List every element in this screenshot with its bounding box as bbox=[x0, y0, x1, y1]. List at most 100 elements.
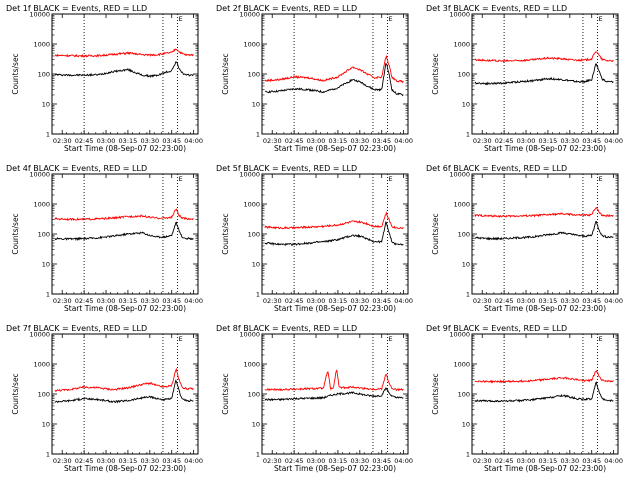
series-line-lld bbox=[474, 369, 614, 384]
x-tick-label: 03:30 bbox=[560, 297, 579, 305]
x-tick-label: 03:45 bbox=[162, 297, 181, 305]
y-tick-label: 1 bbox=[466, 131, 470, 139]
y-axis-label: Counts/sec bbox=[221, 373, 230, 414]
series-line-lld bbox=[54, 208, 194, 222]
marker-letter: E bbox=[389, 335, 393, 343]
x-tick-label: 03:15 bbox=[119, 137, 138, 145]
y-tick-label: 1000 bbox=[243, 201, 260, 209]
y-tick-label: 10000 bbox=[239, 331, 260, 339]
x-tick-label: 03:15 bbox=[329, 297, 348, 305]
x-tick-label: 02:30 bbox=[473, 137, 492, 145]
x-tick-label: 03:15 bbox=[539, 457, 558, 465]
x-tick-label: 02:45 bbox=[495, 297, 514, 305]
y-tick-label: 100 bbox=[248, 391, 260, 399]
y-tick-label: 10000 bbox=[239, 11, 260, 19]
series-line-lld bbox=[474, 206, 614, 218]
series-line-lld bbox=[54, 367, 194, 392]
x-tick-label: 02:30 bbox=[263, 137, 282, 145]
detector-panel: Det 6f BLACK = Events, RED = LLD 1 10 100 10… bbox=[426, 164, 623, 313]
x-tick-label: 02:45 bbox=[495, 457, 514, 465]
y-tick-label: 1000 bbox=[243, 361, 260, 369]
panel-title: Det 9f BLACK = Events, RED = LLD bbox=[426, 324, 567, 333]
panel-title: Det 2f BLACK = Events, RED = LLD bbox=[216, 4, 357, 13]
y-tick-label: 10 bbox=[252, 101, 260, 109]
detector-panel: Det 1f BLACK = Events, RED = LLD 1 10 100 10… bbox=[6, 4, 203, 153]
x-tick-label: 03:45 bbox=[162, 137, 181, 145]
y-tick-label: 100 bbox=[248, 71, 260, 79]
x-tick-label: 03:45 bbox=[582, 137, 601, 145]
x-tick-label: 03:30 bbox=[140, 137, 159, 145]
detector-panel: Det 7f BLACK = Events, RED = LLD 1 10 100 10… bbox=[6, 324, 203, 473]
series-line-lld bbox=[54, 48, 194, 58]
detector-panel: Det 3f BLACK = Events, RED = LLD 1 10 100 10… bbox=[426, 4, 623, 153]
panel-title: Det 6f BLACK = Events, RED = LLD bbox=[426, 164, 567, 173]
x-tick-label: 03:45 bbox=[372, 457, 391, 465]
x-tick-label: 04:00 bbox=[394, 457, 413, 465]
x-tick-label: 04:00 bbox=[394, 297, 413, 305]
x-tick-label: 03:15 bbox=[329, 457, 348, 465]
y-axis-label: Counts/sec bbox=[11, 373, 20, 414]
y-tick-label: 1 bbox=[256, 451, 260, 459]
x-tick-label: 03:15 bbox=[329, 137, 348, 145]
panel-title: Det 4f BLACK = Events, RED = LLD bbox=[6, 164, 147, 173]
y-tick-label: 1000 bbox=[453, 41, 470, 49]
x-tick-label: 03:00 bbox=[307, 297, 326, 305]
series-line-lld bbox=[474, 51, 614, 63]
x-axis-label: Start Time (08-Sep-07 02:23:00) bbox=[274, 464, 396, 473]
y-axis-label: Counts/sec bbox=[431, 213, 440, 254]
y-tick-label: 10000 bbox=[29, 331, 50, 339]
x-tick-label: 03:30 bbox=[140, 297, 159, 305]
x-tick-label: 03:45 bbox=[582, 297, 601, 305]
y-tick-label: 10 bbox=[462, 101, 470, 109]
x-tick-label: 04:00 bbox=[184, 137, 203, 145]
x-tick-label: 03:00 bbox=[307, 137, 326, 145]
y-tick-label: 1 bbox=[466, 291, 470, 299]
marker-letter: E bbox=[389, 15, 393, 23]
panel-title: Det 7f BLACK = Events, RED = LLD bbox=[6, 324, 147, 333]
x-tick-label: 04:00 bbox=[604, 457, 623, 465]
series-line-events bbox=[264, 387, 404, 402]
x-tick-label: 04:00 bbox=[184, 457, 203, 465]
x-tick-label: 02:30 bbox=[53, 297, 72, 305]
x-axis-label: Start Time (08-Sep-07 02:23:00) bbox=[64, 304, 186, 313]
detector-panel: Det 4f BLACK = Events, RED = LLD 1 10 100 10… bbox=[6, 164, 203, 313]
series-line-events bbox=[474, 220, 614, 241]
y-tick-label: 1 bbox=[46, 291, 50, 299]
y-tick-label: 1000 bbox=[243, 41, 260, 49]
x-tick-label: 03:30 bbox=[350, 457, 369, 465]
x-tick-label: 02:45 bbox=[285, 457, 304, 465]
plot-frame bbox=[471, 333, 619, 455]
marker-letter: E bbox=[599, 15, 603, 23]
x-tick-label: 02:45 bbox=[285, 137, 304, 145]
plot-frame bbox=[51, 13, 199, 135]
series-line-events bbox=[474, 381, 614, 403]
y-tick-label: 10 bbox=[42, 101, 50, 109]
series-line-lld bbox=[264, 54, 404, 84]
x-axis-label: Start Time (08-Sep-07 02:23:00) bbox=[274, 144, 396, 153]
y-tick-label: 10000 bbox=[29, 171, 50, 179]
x-tick-label: 03:00 bbox=[97, 457, 116, 465]
panel-title: Det 5f BLACK = Events, RED = LLD bbox=[216, 164, 357, 173]
marker-letter: E bbox=[599, 175, 603, 183]
series-line-events bbox=[264, 221, 404, 246]
y-tick-label: 1 bbox=[46, 131, 50, 139]
series-line-events bbox=[54, 379, 194, 404]
y-axis-label: Counts/sec bbox=[221, 213, 230, 254]
y-axis-label: Counts/sec bbox=[11, 53, 20, 94]
x-tick-label: 03:00 bbox=[517, 297, 536, 305]
y-tick-label: 10000 bbox=[449, 331, 470, 339]
panel-title: Det 1f BLACK = Events, RED = LLD bbox=[6, 4, 147, 13]
x-tick-label: 02:30 bbox=[473, 297, 492, 305]
series-line-events bbox=[54, 61, 194, 78]
series-line-events bbox=[54, 221, 194, 241]
y-tick-label: 1 bbox=[256, 291, 260, 299]
y-tick-label: 10 bbox=[42, 261, 50, 269]
x-tick-label: 03:30 bbox=[350, 137, 369, 145]
y-tick-label: 100 bbox=[458, 231, 470, 239]
y-tick-label: 100 bbox=[38, 231, 50, 239]
x-tick-label: 02:45 bbox=[285, 297, 304, 305]
x-axis-label: Start Time (08-Sep-07 02:23:00) bbox=[484, 144, 606, 153]
plot-frame bbox=[471, 173, 619, 295]
x-tick-label: 02:30 bbox=[53, 137, 72, 145]
plot-frame bbox=[261, 173, 409, 295]
